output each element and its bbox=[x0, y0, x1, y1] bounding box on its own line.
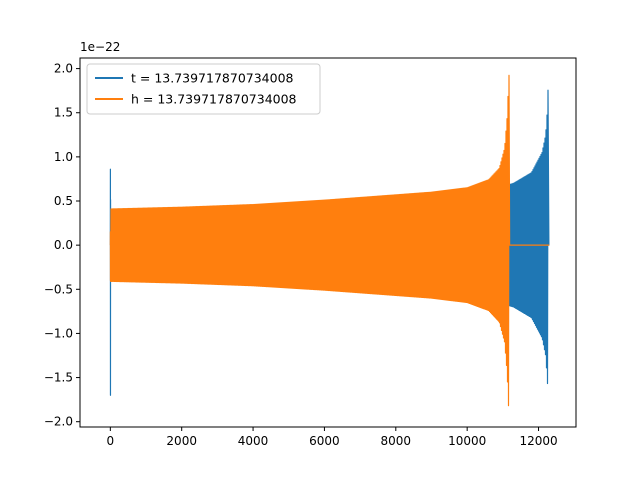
x-tick-label: 6000 bbox=[309, 434, 340, 448]
x-tick-label: 10000 bbox=[448, 434, 486, 448]
y-tick-label: 0.5 bbox=[54, 194, 73, 208]
y-tick-label: −1.0 bbox=[44, 326, 73, 340]
y-offset-text: 1e−22 bbox=[80, 40, 120, 54]
y-tick-label: 2.0 bbox=[54, 62, 73, 76]
y-axis: −2.0 −1.5 −1.0 −0.5 0.0 0.5 1.0 1.5 2.0 bbox=[44, 62, 80, 429]
legend-box bbox=[86, 63, 321, 115]
x-tick-label: 0 bbox=[107, 434, 115, 448]
y-tick-label: 0.0 bbox=[54, 238, 73, 252]
x-tick-label: 12000 bbox=[519, 434, 557, 448]
x-tick-label: 4000 bbox=[238, 434, 269, 448]
x-tick-label: 8000 bbox=[381, 434, 412, 448]
y-tick-label: 1.0 bbox=[54, 150, 73, 164]
legend: t = 13.739717870734008 h = 13.73971787073… bbox=[86, 63, 321, 115]
y-tick-label: 1.5 bbox=[54, 106, 73, 120]
series-layer bbox=[109, 74, 550, 407]
x-tick-label: 2000 bbox=[166, 434, 197, 448]
y-tick-label: −1.5 bbox=[44, 371, 73, 385]
y-tick-label: −0.5 bbox=[44, 282, 73, 296]
axes-frame bbox=[79, 57, 577, 428]
series-line-2 bbox=[109, 74, 550, 407]
legend-label-1: t = 13.739717870734008 bbox=[131, 71, 294, 86]
legend-label-2: h = 13.739717870734008 bbox=[131, 92, 297, 107]
x-axis: 0 2000 4000 6000 8000 10000 12000 bbox=[107, 427, 558, 448]
y-tick-label: −2.0 bbox=[44, 415, 73, 429]
